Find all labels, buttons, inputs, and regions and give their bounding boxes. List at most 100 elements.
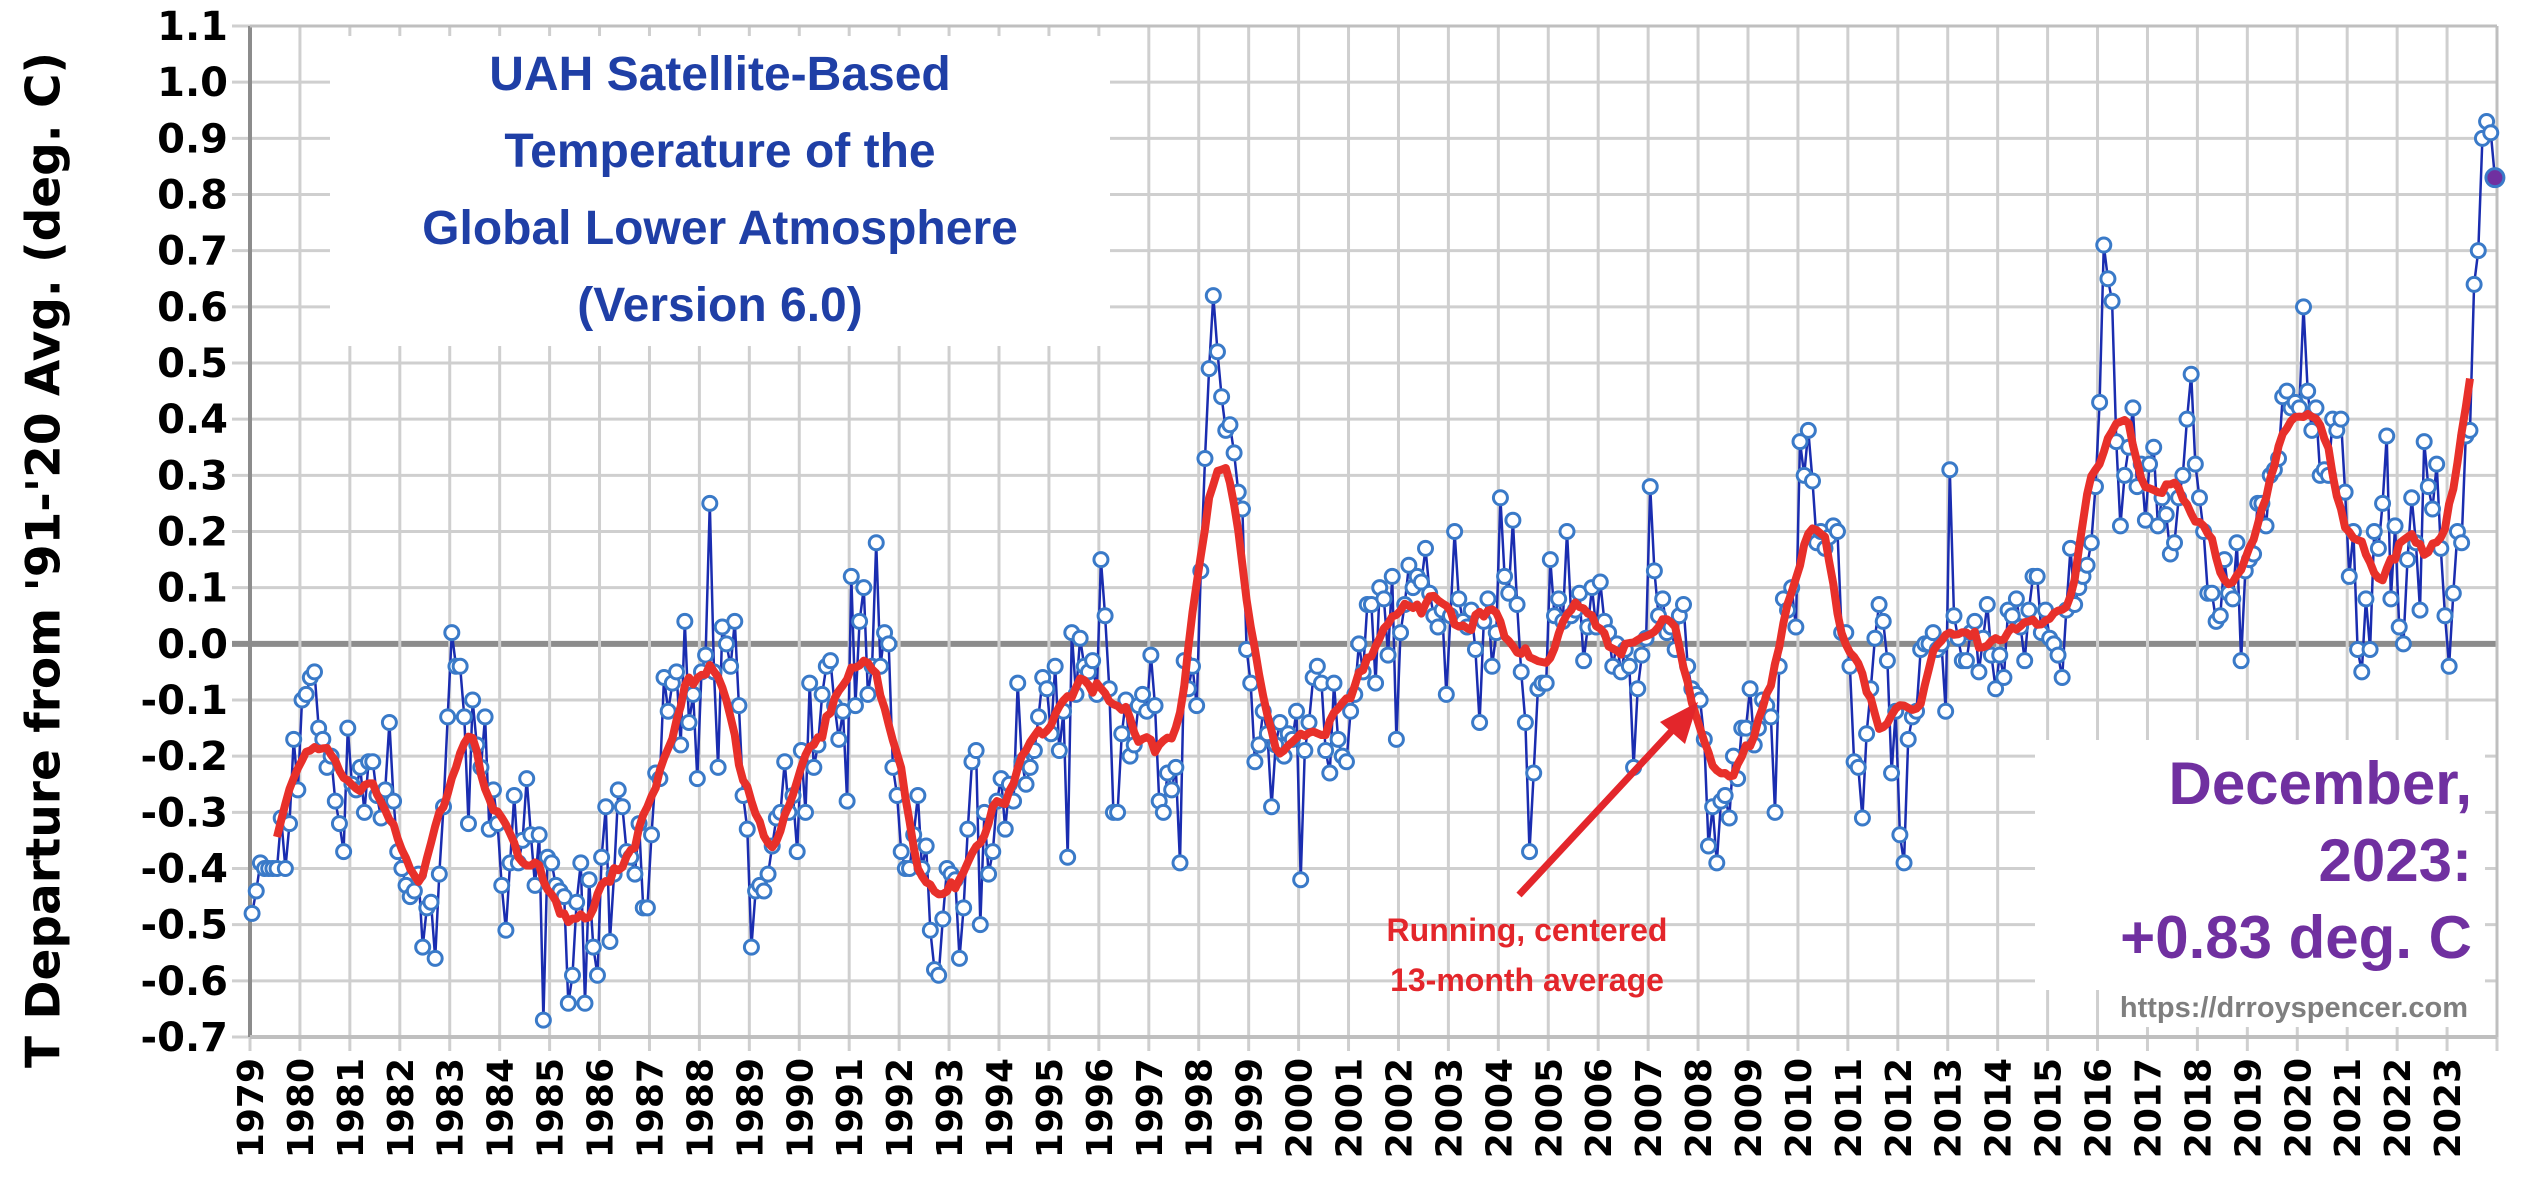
data-point <box>2186 455 2204 473</box>
y-tick-label: 0.1 <box>157 566 228 612</box>
x-tick-label: 1989 <box>730 1058 771 1158</box>
data-point <box>2082 534 2100 552</box>
x-tick-label: 2013 <box>1929 1058 1970 1158</box>
data-point <box>1970 663 1988 681</box>
data-point <box>680 713 698 731</box>
data-point <box>455 708 473 726</box>
data-point <box>797 803 815 821</box>
x-tick-label: 2010 <box>1779 1058 1820 1158</box>
data-point <box>1870 596 1888 614</box>
y-axis-title: T Departure from '91-'20 Avg. (deg. C) <box>16 52 72 1068</box>
data-point <box>543 854 561 872</box>
data-point <box>2295 298 2313 316</box>
title-line-2: Temperature of the <box>504 125 936 178</box>
running-average-series <box>273 378 2474 927</box>
y-tick-label: -0.5 <box>141 903 228 949</box>
data-point <box>1849 758 1867 776</box>
data-point <box>930 966 948 984</box>
data-point <box>755 882 773 900</box>
data-point <box>1084 652 1102 670</box>
data-point <box>2182 365 2200 383</box>
data-point <box>996 820 1014 838</box>
x-tick-label: 1982 <box>381 1058 422 1158</box>
data-point <box>959 820 977 838</box>
data-point <box>1163 781 1181 799</box>
data-point <box>1899 730 1917 748</box>
data-point <box>684 685 702 703</box>
y-tick-label: 0.4 <box>157 397 228 443</box>
y-tick-label: -0.3 <box>141 790 228 836</box>
data-point <box>1787 618 1805 636</box>
data-point <box>568 893 586 911</box>
data-point <box>1196 449 1214 467</box>
data-point <box>497 921 515 939</box>
y-tick-label: 0.0 <box>157 622 228 668</box>
data-point <box>1987 680 2005 698</box>
latest-value-annotation: December, 2023: +0.83 deg. C <box>2120 745 2472 976</box>
data-point <box>1799 421 1817 439</box>
data-point <box>1429 618 1447 636</box>
data-point <box>430 865 448 883</box>
y-tick-label: -0.6 <box>141 959 228 1005</box>
data-point <box>851 612 869 630</box>
data-point <box>1471 713 1489 731</box>
data-point <box>1978 596 1996 614</box>
data-point <box>1329 730 1347 748</box>
data-point <box>505 786 523 804</box>
data-point <box>2382 590 2400 608</box>
data-point <box>1017 775 1035 793</box>
data-point <box>380 713 398 731</box>
y-tick-label: -0.1 <box>141 678 228 724</box>
data-point <box>2116 466 2134 484</box>
x-tick-label: 1987 <box>630 1058 671 1158</box>
data-point <box>297 685 315 703</box>
data-point <box>830 730 848 748</box>
x-tick-label: 2014 <box>1979 1058 2020 1158</box>
data-point <box>1263 798 1281 816</box>
x-tick-label: 2019 <box>2228 1058 2269 1158</box>
data-point <box>285 730 303 748</box>
data-point <box>676 612 694 630</box>
data-point <box>717 635 735 653</box>
data-point <box>2003 607 2021 625</box>
data-point <box>1250 736 1268 754</box>
data-point <box>1629 680 1647 698</box>
data-point <box>776 753 794 771</box>
data-point <box>2424 500 2442 518</box>
data-point <box>2415 433 2433 451</box>
data-point <box>2299 382 2317 400</box>
data-point <box>1009 674 1027 692</box>
data-point <box>1213 388 1231 406</box>
data-point <box>2149 517 2167 535</box>
data-point <box>909 786 927 804</box>
data-point <box>1225 444 1243 462</box>
title-line-3: Global Lower Atmosphere <box>422 202 1018 255</box>
data-point <box>580 871 598 889</box>
data-point <box>2278 382 2296 400</box>
data-point <box>1516 713 1534 731</box>
x-tick-label: 1979 <box>231 1058 272 1158</box>
data-point <box>2053 669 2071 687</box>
data-point <box>1400 556 1418 574</box>
x-tick-label: 2005 <box>1529 1058 1570 1158</box>
data-point <box>1450 590 1468 608</box>
data-point <box>534 1011 552 1029</box>
data-point <box>2403 489 2421 507</box>
data-point <box>2124 399 2142 417</box>
data-point <box>559 994 577 1012</box>
x-tick-label: 2017 <box>2128 1058 2169 1158</box>
data-point <box>601 933 619 951</box>
data-point <box>1645 562 1663 580</box>
x-tick-label: 1997 <box>1130 1058 1171 1158</box>
data-point <box>838 792 856 810</box>
data-point <box>2028 567 2046 585</box>
data-point <box>2440 657 2458 675</box>
data-point <box>626 865 644 883</box>
data-point <box>1387 730 1405 748</box>
data-point <box>1558 523 1576 540</box>
data-point <box>1317 742 1335 760</box>
y-tick-label: 0.7 <box>157 229 228 275</box>
data-point <box>1367 674 1385 692</box>
data-point <box>1874 612 1892 630</box>
data-point <box>2016 652 2034 670</box>
